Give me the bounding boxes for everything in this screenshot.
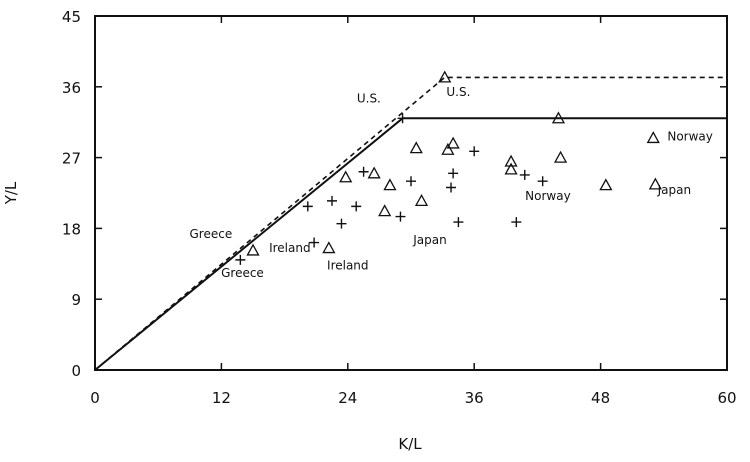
triangle-marker bbox=[367, 166, 381, 179]
plus-marker bbox=[446, 182, 457, 193]
plot-frame bbox=[94, 15, 728, 371]
plus-marker bbox=[397, 113, 408, 124]
point-label: Norway bbox=[667, 129, 713, 143]
dashed-frontier-line-0 bbox=[94, 76, 727, 371]
y-tick-label: 36 bbox=[62, 79, 81, 97]
y-tick-label: 27 bbox=[62, 150, 81, 168]
y-tick-label: 0 bbox=[71, 362, 81, 380]
plus-marker bbox=[302, 201, 313, 212]
plus-marker bbox=[511, 217, 522, 228]
point-label: Greece bbox=[190, 227, 233, 241]
triangle-marker bbox=[438, 70, 452, 83]
triangle-marker bbox=[339, 170, 353, 183]
triangle-marker bbox=[551, 111, 566, 124]
plus-marker bbox=[309, 237, 320, 248]
triangle-marker bbox=[378, 204, 392, 217]
plus-marker bbox=[469, 146, 480, 157]
plus-marker bbox=[336, 218, 347, 229]
y-tick-label: 18 bbox=[62, 220, 81, 238]
plus-marker bbox=[406, 176, 416, 187]
plus-marker bbox=[448, 168, 459, 179]
data-points bbox=[235, 70, 662, 265]
x-axis-title: K/L bbox=[398, 435, 422, 453]
y-tick-label: 45 bbox=[62, 8, 81, 26]
triangle-marker bbox=[646, 131, 660, 144]
triangle-marker bbox=[599, 178, 613, 191]
point-labels: U.S. U.S. Norway Norway Japan Japan Greece Gree… bbox=[190, 85, 713, 280]
triangle-marker bbox=[322, 241, 336, 254]
plus-marker bbox=[519, 169, 530, 180]
triangle-marker bbox=[414, 194, 429, 207]
plus-marker bbox=[235, 254, 246, 265]
triangle-marker bbox=[441, 142, 455, 155]
point-label: U.S. bbox=[446, 85, 470, 99]
y-axis-title: Y/L bbox=[2, 181, 20, 205]
point-label: Ireland bbox=[269, 241, 311, 255]
point-label: Norway bbox=[525, 189, 571, 203]
triangle-marker bbox=[553, 150, 568, 163]
triangle-marker bbox=[409, 141, 423, 154]
plus-marker bbox=[537, 176, 548, 187]
plus-marker bbox=[351, 201, 362, 212]
point-label: Ireland bbox=[327, 258, 369, 272]
plus-marker bbox=[327, 195, 337, 206]
point-label: Japan bbox=[657, 183, 691, 197]
reference-lines bbox=[94, 76, 727, 371]
x-tick-label: 60 bbox=[717, 389, 736, 407]
point-label: U.S. bbox=[357, 92, 381, 106]
x-tick-label: 24 bbox=[338, 389, 357, 407]
triangle-marker bbox=[504, 162, 518, 175]
point-label: Greece bbox=[221, 266, 264, 280]
x-tick-label: 36 bbox=[465, 389, 484, 407]
triangle-marker bbox=[383, 178, 397, 191]
y-tick-label: 9 bbox=[71, 291, 81, 309]
plus-marker bbox=[453, 217, 464, 228]
triangle-marker bbox=[648, 177, 662, 190]
triangle-marker bbox=[504, 154, 518, 167]
point-label: Japan bbox=[412, 233, 446, 247]
x-tick-label: 0 bbox=[90, 389, 100, 407]
plus-marker bbox=[395, 211, 406, 222]
plus-marker bbox=[358, 166, 369, 177]
x-tick-label: 48 bbox=[591, 389, 610, 407]
x-tick-label: 12 bbox=[212, 389, 231, 407]
triangle-marker bbox=[246, 243, 260, 256]
axis-ticks: 0 12 24 36 48 60 0 9 18 27 36 45 bbox=[62, 8, 737, 407]
triangle-marker bbox=[446, 136, 460, 149]
solid-frontier-line-1 bbox=[94, 117, 727, 371]
